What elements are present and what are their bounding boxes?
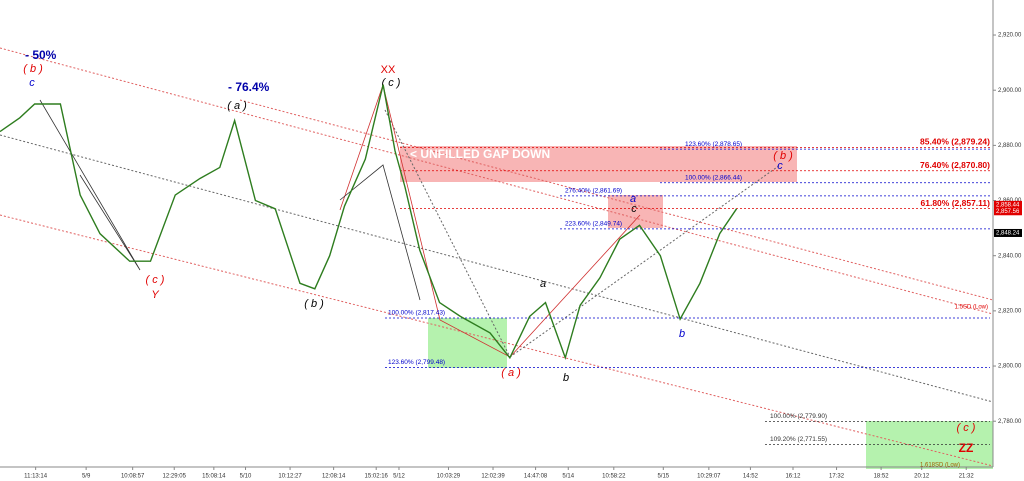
price-marker <box>994 200 1022 209</box>
annotation: b <box>679 328 685 340</box>
annotation: c <box>631 203 637 215</box>
price-marker-label: 2,857.56 <box>996 209 1020 215</box>
target-zone <box>608 195 663 228</box>
annotation: ( b ) <box>304 298 324 310</box>
x-tick-label: 12:02:39 <box>481 474 505 480</box>
x-tick-label: 15:02:16 <box>365 474 389 480</box>
channel-line <box>0 134 994 403</box>
x-tick-label: 15:08:14 <box>202 474 226 480</box>
annotation: - 76.4% <box>228 80 270 94</box>
annotation: a <box>630 193 636 205</box>
price-marker <box>994 207 1022 216</box>
x-tick-label: 12:08:14 <box>322 474 346 480</box>
wave-line <box>339 164 421 301</box>
x-tick-label: 5/10 <box>240 474 252 480</box>
level-label: 85.40% (2,879.24) <box>920 137 990 147</box>
x-tick-label: 5/12 <box>393 474 405 480</box>
wave-lines <box>39 83 641 358</box>
level-label: 100.00% (2,866.44) <box>685 174 742 181</box>
level-label: 123.60% (2,878.65) <box>685 141 742 148</box>
annotation: Y <box>151 289 159 301</box>
level-label: 100.00% (2,779.90) <box>770 413 827 420</box>
annotation: 1.618SD (Low) <box>920 463 960 469</box>
level-label: 61.80% (2,857.11) <box>921 198 991 208</box>
level-label: 109.20% (2,771.55) <box>770 436 827 443</box>
x-tick-label: 21:32 <box>959 474 975 480</box>
annotation: b <box>563 372 569 384</box>
annotation: ( c ) <box>957 422 976 434</box>
wave-line <box>39 99 141 271</box>
y-tick-label: 2,800.00 <box>998 364 1022 370</box>
annotation: c <box>777 160 783 172</box>
annotation: c <box>29 77 35 89</box>
x-tick-label: 12:29:05 <box>163 474 187 480</box>
annotation: XX <box>381 64 396 76</box>
annotation: a <box>540 278 546 290</box>
annotations: - 50% ( b ) c - 76.4% ( a ) XX ( c ) < U… <box>23 48 988 468</box>
x-tick-label: 14:47:08 <box>524 474 548 480</box>
x-tick-label: 5/14 <box>562 474 574 480</box>
x-tick-label: 5/9 <box>82 474 91 480</box>
price-line <box>0 84 738 361</box>
x-tick-label: 10:03:29 <box>437 474 461 480</box>
annotation: ZZ <box>959 441 974 455</box>
x-tick-label: 17:32 <box>829 474 845 480</box>
annotation: ( a ) <box>227 100 247 112</box>
x-tick-label: 16:12 <box>785 474 801 480</box>
channel-line <box>0 47 994 315</box>
price-marker-label: 2,848.24 <box>996 231 1020 237</box>
channel-line <box>509 164 781 358</box>
x-tick-label: 20:12 <box>914 474 930 480</box>
y-tick-label: 2,840.00 <box>998 253 1022 259</box>
level-label: 123.60% (2,799.48) <box>388 359 445 366</box>
wave-line <box>339 83 641 358</box>
annotation: 1.5SD (Low) <box>955 305 988 311</box>
x-tick-label: 18:52 <box>874 474 890 480</box>
x-tick-label: 11:13:14 <box>24 474 48 480</box>
annotation: ( b ) <box>23 63 43 75</box>
annotation: ( a ) <box>501 367 521 379</box>
x-tick-label: 10:29:07 <box>697 474 721 480</box>
y-tick-label: 2,820.00 <box>998 308 1022 314</box>
annotation: ( c ) <box>382 77 401 89</box>
x-tick-label: 5/15 <box>657 474 669 480</box>
level-label: 100.00% (2,817.43) <box>388 310 445 317</box>
channel-line <box>239 99 994 301</box>
zones <box>400 146 993 469</box>
support-zone <box>428 318 507 368</box>
y-tick-label: 2,920.00 <box>998 33 1022 39</box>
support-zone <box>866 421 993 469</box>
x-tick-label: 10:12:27 <box>278 474 302 480</box>
channel-lines <box>0 47 994 467</box>
y-tick-label: 2,900.00 <box>998 88 1022 94</box>
y-tick-label: 2,880.00 <box>998 143 1022 149</box>
annotation: - 50% <box>25 48 57 62</box>
level-label: 223.60% (2,849.74) <box>565 221 622 228</box>
level-label: 76.40% (2,870.80) <box>920 160 990 170</box>
annotation: < UNFILLED GAP DOWN <box>410 147 550 161</box>
x-tick-label: 10:08:57 <box>121 474 145 480</box>
price-marker <box>994 228 1022 237</box>
price-marker-label: 2,858.44 <box>996 202 1020 208</box>
x-tick-label: 10:58:22 <box>602 474 626 480</box>
gap-zone <box>400 146 797 182</box>
y-tick-label: 2,780.00 <box>998 419 1022 425</box>
annotation: ( b ) <box>773 150 793 162</box>
level-label: 276.40% (2,861.69) <box>565 188 622 195</box>
annotation: ( c ) <box>146 274 165 286</box>
x-tick-label: 14:52 <box>743 474 759 480</box>
